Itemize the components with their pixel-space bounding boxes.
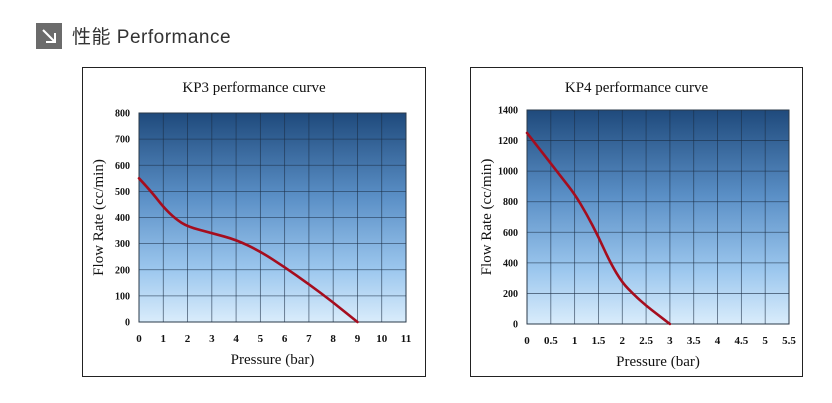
x-tick-label: 5.5	[782, 335, 796, 347]
x-tick-label: 5	[762, 335, 768, 347]
y-tick-label: 300	[115, 239, 130, 250]
section-title: 性能 Performance	[72, 27, 232, 48]
chart-svg: KP4 performance curve 0 0.5 1 1.5 2 2.5 3 3.5 4 4.…	[479, 80, 796, 370]
x-axis-label: Pressure (bar)	[231, 352, 315, 368]
y-tick-label: 0	[513, 320, 518, 331]
x-tick-label: 0	[524, 335, 530, 347]
y-tick-label: 800	[115, 109, 130, 120]
x-tick-label: 2	[185, 333, 191, 345]
y-tick-label: 200	[115, 265, 130, 276]
x-tick-label: 3.5	[687, 335, 701, 347]
x-tick-label: 8	[330, 333, 336, 345]
x-tick-label: 1	[161, 333, 167, 345]
y-tick-label: 1400	[498, 106, 518, 117]
y-tick-label: 400	[503, 258, 518, 269]
y-tick-label: 200	[503, 289, 518, 300]
y-tick-label: 0	[125, 318, 130, 329]
x-tick-label: 4	[715, 335, 721, 347]
x-tick-label: 6	[282, 333, 288, 345]
section-header: 性能 Performance	[36, 22, 231, 49]
chart-svg: KP3 performance curve 0 1 2 3 4 5 6 7 8 9 10 11 0 100 2…	[91, 80, 411, 368]
x-tick-label: 4.5	[734, 335, 748, 347]
chart-title: KP4 performance curve	[565, 80, 709, 96]
x-tick-label: 3	[209, 333, 215, 345]
y-tick-label: 100	[115, 291, 130, 302]
x-tick-label: 3	[667, 335, 673, 347]
x-tick-label: 2	[620, 335, 626, 347]
chart-title: KP3 performance curve	[182, 80, 326, 96]
x-tick-label: 0	[136, 333, 142, 345]
x-tick-label: 2.5	[639, 335, 653, 347]
y-tick-label: 400	[115, 213, 130, 224]
x-tick-label: 9	[355, 333, 361, 345]
x-tick-label: 5	[258, 333, 264, 345]
x-tick-label: 1.5	[592, 335, 606, 347]
x-tick-label: 11	[401, 333, 411, 345]
series-line	[525, 131, 672, 326]
series-line	[137, 177, 359, 324]
x-tick-label: 1	[572, 335, 578, 347]
plot-area	[526, 109, 790, 325]
kp4-chart: KP4 performance curve 0 0.5 1 1.5 2 2.5 3 3.5 4 4.…	[470, 67, 803, 377]
y-tick-label: 600	[115, 161, 130, 172]
y-axis-label: Flow Rate (cc/min)	[479, 159, 495, 276]
x-tick-label: 4	[233, 333, 239, 345]
x-tick-label: 10	[376, 333, 388, 345]
y-tick-label: 1200	[498, 136, 518, 147]
y-tick-label: 1000	[498, 167, 518, 178]
y-tick-label: 500	[115, 187, 130, 198]
x-axis-label: Pressure (bar)	[616, 354, 700, 370]
y-axis-label: Flow Rate (cc/min)	[91, 159, 107, 276]
y-tick-label: 600	[503, 228, 518, 239]
x-tick-label: 0.5	[544, 335, 558, 347]
x-tick-label: 7	[306, 333, 312, 345]
arrow-down-right-icon	[36, 22, 62, 49]
y-tick-label: 800	[503, 197, 518, 208]
kp3-chart: KP3 performance curve 0 1 2 3 4 5 6 7 8 9 10 11 0 100 2…	[82, 67, 426, 377]
y-tick-label: 700	[115, 135, 130, 146]
